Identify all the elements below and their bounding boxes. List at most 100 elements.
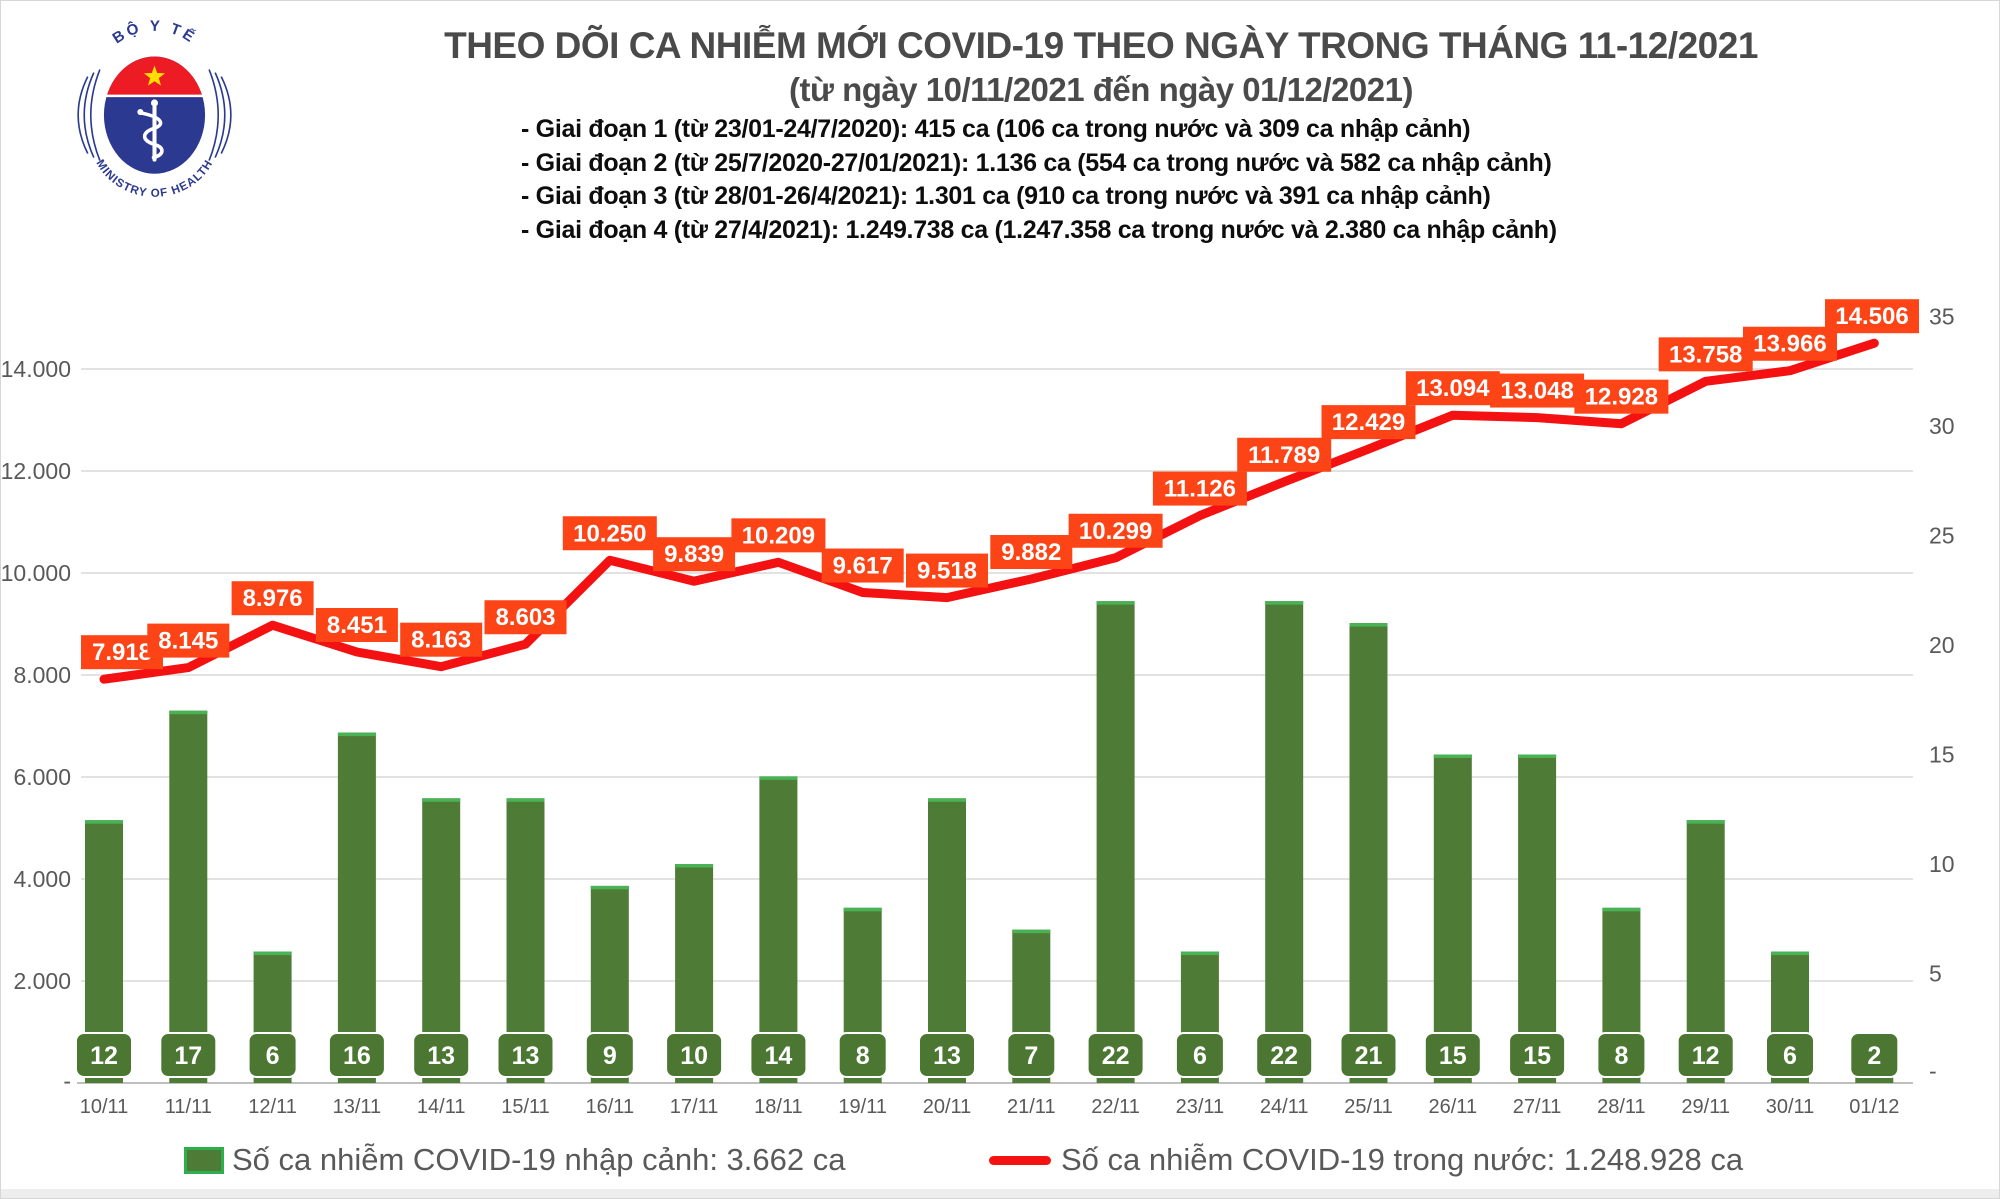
bar-value-label-box [159, 1032, 218, 1078]
line-value-label: 8.603 [495, 604, 555, 631]
bar-cap [1180, 951, 1219, 956]
x-axis-date-label: 27/11 [1513, 1096, 1562, 1118]
logo-side-arcs [77, 69, 232, 161]
logo-icon: BỘ Y TẾ MINISTRY OF HEALTH [77, 18, 232, 200]
bar-value-label: 21 [1355, 1042, 1383, 1070]
line-value-label-box [906, 553, 988, 588]
left-axis-tick: 14.000 [1, 356, 71, 382]
bar-cap [1265, 601, 1304, 605]
bar-cap [169, 710, 208, 715]
domestic-cases-line [99, 338, 1879, 684]
bar-value-label-box [1423, 1032, 1482, 1078]
bar-cap [928, 798, 966, 802]
bar-value-label: 13 [512, 1042, 540, 1070]
bar-cap [1433, 754, 1472, 758]
phase-summary: - Giai đoạn 1 (từ 23/01-24/7/2020): 415 … [521, 113, 1557, 247]
x-axis-date-label: 12/11 [248, 1096, 297, 1118]
bar [337, 732, 376, 1083]
right-axis-tick: 20 [1929, 632, 1955, 658]
bar-value-label-box [837, 1032, 888, 1078]
bar-value-label: 16 [343, 1042, 371, 1070]
line-value-label: 12.928 [1585, 384, 1658, 411]
line-value-label: 7.918 [92, 639, 152, 666]
rod-top [150, 99, 159, 107]
bar-value-label-box [412, 1032, 471, 1078]
line-value-label: 9.518 [917, 558, 977, 585]
bar-value-label: 8 [1614, 1042, 1628, 1070]
x-axis-date-label: 15/11 [501, 1096, 550, 1118]
legend-domestic-label: Số ca nhiễm COVID-19 trong nước: 1.248.9… [1061, 1142, 1744, 1177]
bar-value-label: 9 [603, 1042, 617, 1070]
line-value-label-box [231, 581, 314, 616]
bar [1096, 601, 1135, 1083]
bar [169, 710, 208, 1083]
legend-item-imported: Số ca nhiễm COVID-19 nhập cảnh: 3.662 ca [184, 1137, 845, 1183]
line-value-label: 13.094 [1416, 375, 1490, 402]
line-value-label: 8.145 [158, 628, 218, 655]
bar-cap [1096, 601, 1135, 605]
bar-cap [506, 798, 545, 802]
bar-cap [843, 907, 882, 912]
x-axis-date-label: 16/11 [586, 1096, 635, 1118]
chart-legend: Số ca nhiễm COVID-19 nhập cảnh: 3.662 ca… [1, 1137, 1999, 1183]
left-axis-tick: 6.000 [13, 764, 71, 790]
bar-cap [85, 820, 123, 824]
x-axis-date-label: 24/11 [1260, 1096, 1309, 1118]
line-value-label: 11.789 [1248, 442, 1320, 469]
x-axis-date-label: 21/11 [1007, 1096, 1056, 1118]
line-value-label: 13.758 [1669, 341, 1742, 368]
line-value-label-box [731, 518, 826, 553]
bar-cap [1686, 820, 1725, 824]
phase-line-1: - Giai đoạn 1 (từ 23/01-24/7/2020): 415 … [521, 115, 1471, 143]
bar-value-label: 13 [933, 1042, 961, 1070]
line-value-label-box [147, 623, 230, 658]
bar-value-label: 7 [1024, 1042, 1038, 1070]
bar-cap [1012, 929, 1051, 934]
bar-value-label: 12 [90, 1042, 118, 1070]
right-axis-tick: 35 [1929, 304, 1955, 330]
bar [1518, 754, 1557, 1083]
right-axis-tick: 15 [1929, 742, 1955, 768]
bar-value-label: 14 [764, 1042, 792, 1070]
x-axis-date-label: 11/11 [165, 1096, 212, 1118]
line-value-label-box [1490, 373, 1585, 408]
phase-line-3: - Giai đoạn 3 (từ 28/01-26/4/2021): 1.30… [521, 182, 1491, 210]
bar-value-label-box [584, 1032, 635, 1078]
bar-value-label-box [1676, 1032, 1735, 1078]
bar-cap [1602, 907, 1641, 912]
bar-value-label-box [1339, 1032, 1398, 1078]
right-axis-tick: 10 [1929, 851, 1955, 877]
snake-head [137, 109, 144, 116]
x-axis-date-label: 01/12 [1849, 1096, 1899, 1118]
bar-cap [590, 885, 629, 890]
line-value-label: 8.451 [327, 612, 387, 639]
bar-cap [1349, 623, 1388, 627]
page-title: THEO DÕI CA NHIỄM MỚI COVID-19 THEO NGÀY… [444, 25, 1758, 66]
line-value-label-box [484, 600, 567, 635]
bar-value-label: 6 [1193, 1042, 1207, 1070]
x-axis-date-label: 19/11 [838, 1096, 887, 1118]
line-value-label: 13.048 [1500, 378, 1573, 405]
right-axis-tick: 30 [1929, 413, 1955, 439]
left-axis-tick: 10.000 [1, 560, 71, 586]
page-subtitle: (từ ngày 10/11/2021 đến ngày 01/12/2021) [789, 71, 1413, 108]
left-axis-tick: 2.000 [13, 968, 71, 994]
x-axis-date-label: 30/11 [1766, 1096, 1815, 1118]
bar-cap [675, 864, 714, 868]
line-value-label: 8.976 [243, 585, 303, 612]
bottom-border-strip [1, 1189, 1999, 1198]
bar-value-label-box [749, 1032, 808, 1078]
x-axis-date-label: 20/11 [923, 1096, 972, 1118]
bar-series-swatch-icon [184, 1146, 224, 1174]
line-value-label-box [990, 535, 1073, 570]
bar-value-label: 22 [1270, 1042, 1298, 1070]
right-axis-tick: 5 [1929, 961, 1942, 987]
left-axis-tick: 4.000 [13, 866, 71, 892]
bar-cap [337, 732, 376, 737]
x-axis-date-label: 18/11 [754, 1096, 803, 1118]
right-axis-zero-tick: - [1929, 1058, 1937, 1084]
left-axis-tick: 12.000 [1, 458, 71, 484]
bar-cap [759, 776, 798, 780]
bar-cap [422, 798, 461, 802]
